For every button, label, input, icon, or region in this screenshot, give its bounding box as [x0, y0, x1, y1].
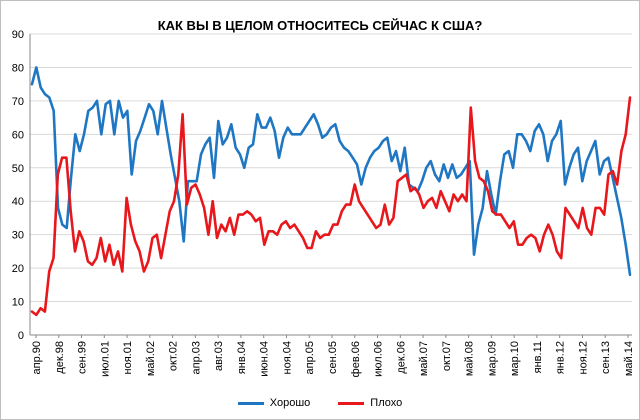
y-tick-label: 40 [12, 196, 24, 208]
x-tick-label: июл.01 [99, 341, 111, 377]
y-tick-label: 50 [12, 163, 24, 175]
y-tick-label: 70 [12, 96, 24, 108]
x-tick-label: ноя.01 [122, 341, 134, 374]
x-tick-label: май.14 [623, 341, 635, 376]
legend: Хорошо Плохо [0, 397, 640, 409]
series-line-bad [30, 96, 632, 317]
x-tick-label: окт.02 [168, 341, 180, 371]
legend-label-bad: Плохо [370, 397, 403, 409]
x-tick-label: апр.05 [304, 341, 316, 374]
x-tick-label: апр.90 [31, 341, 43, 374]
y-tick-label: 60 [12, 129, 24, 141]
legend-swatch-bad [338, 401, 365, 405]
x-tick-label: авг.03 [213, 341, 225, 371]
x-tick-label: июн.04 [259, 341, 271, 377]
x-tick-label: янв.11 [532, 341, 544, 373]
x-tick-label: май.02 [145, 341, 157, 376]
x-tick-label: май.08 [464, 341, 476, 376]
y-tick-label: 30 [12, 230, 24, 242]
legend-swatch-good [237, 401, 264, 405]
y-tick-label: 90 [12, 29, 24, 41]
y-tick-label: 10 [12, 297, 24, 309]
x-tick-label: янв.04 [236, 341, 248, 374]
legend-label-good: Хорошо [269, 397, 311, 409]
x-tick-label: мар.10 [509, 341, 521, 376]
x-tick-label: фев.06 [350, 341, 362, 377]
y-tick-label: 80 [12, 62, 24, 74]
y-tick-label: 0 [18, 330, 24, 342]
x-tick-label: мар.09 [486, 341, 498, 376]
x-tick-label: дек.06 [395, 341, 407, 374]
x-tick-label: сен.05 [327, 341, 339, 374]
x-tick-label: дек.98 [54, 341, 66, 374]
legend-item-good: Хорошо [237, 397, 311, 409]
x-tick-label: окт.07 [441, 341, 453, 371]
x-tick-label: ноя.04 [281, 341, 293, 374]
x-tick-label: май.07 [418, 341, 430, 376]
x-tick-label: апр.03 [190, 341, 202, 374]
x-tick-label: июл.06 [373, 341, 385, 377]
x-tick-label: янв.12 [555, 341, 567, 374]
x-tick-label: сен.13 [600, 341, 612, 374]
x-tick-label: сен.99 [77, 341, 89, 374]
legend-item-bad: Плохо [338, 397, 402, 409]
chart-title: КАК ВЫ В ЦЕЛОМ ОТНОСИТЕСЬ СЕЙЧАС К США? [157, 18, 483, 33]
x-tick-label: ноя.12 [577, 341, 589, 374]
series-line-good [30, 66, 632, 277]
y-tick-label: 20 [12, 263, 24, 275]
